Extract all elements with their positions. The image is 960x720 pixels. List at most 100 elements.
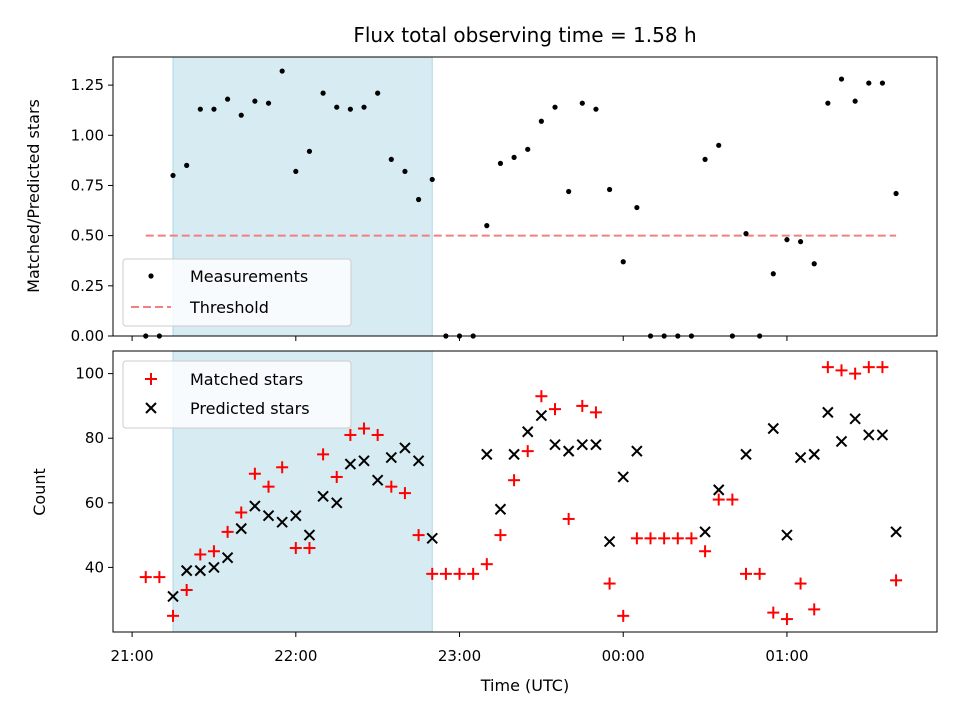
x-tick-label: 21:00 bbox=[110, 647, 153, 665]
matched-point bbox=[453, 567, 466, 580]
predicted-point bbox=[494, 503, 507, 515]
predicted-point bbox=[317, 490, 329, 503]
matched-point bbox=[849, 367, 862, 380]
top-legend-box bbox=[122, 258, 352, 327]
bottom-y-tick-label: 80 bbox=[85, 429, 104, 447]
bottom-marks bbox=[139, 361, 903, 626]
measurement-point bbox=[388, 156, 394, 162]
matched-point bbox=[780, 613, 793, 626]
measurement-point bbox=[170, 172, 176, 179]
measurement-point bbox=[293, 168, 299, 175]
predicted-point bbox=[508, 448, 520, 461]
predicted-point bbox=[208, 561, 220, 574]
bottom-axes: 21:00 22:00 23:00 00:00 01:00 40 60 80 100 bbox=[75, 365, 808, 665]
matched-point bbox=[153, 571, 166, 584]
predicted-point bbox=[167, 590, 179, 603]
top-y-tick-label: 1.25 bbox=[71, 76, 104, 94]
predicted-point bbox=[808, 448, 820, 461]
matched-point bbox=[562, 512, 575, 525]
matched-point bbox=[712, 493, 725, 506]
matched-point bbox=[699, 545, 712, 558]
measurement-point bbox=[811, 261, 817, 267]
matched-point bbox=[876, 361, 889, 374]
matched-point bbox=[658, 532, 671, 545]
predicted-point bbox=[344, 458, 357, 470]
predicted-point bbox=[426, 532, 438, 545]
matched-point bbox=[549, 403, 562, 416]
x-tick-label: 00:00 bbox=[602, 647, 645, 665]
predicted-point bbox=[849, 413, 861, 425]
matched-point bbox=[480, 558, 493, 571]
top-y-tick-label: 0.50 bbox=[71, 227, 104, 245]
matched-point bbox=[139, 571, 152, 584]
matched-point bbox=[576, 399, 589, 412]
x-tick-label: 23:00 bbox=[438, 647, 481, 665]
bottom-y-tick-label: 100 bbox=[75, 365, 104, 383]
matched-point bbox=[630, 532, 643, 545]
matched-point bbox=[235, 506, 248, 519]
legend-marker-matched bbox=[145, 373, 157, 385]
predicted-point bbox=[835, 435, 848, 448]
matched-point bbox=[167, 609, 180, 622]
matched-point bbox=[207, 545, 220, 558]
legend-label-threshold: Threshold bbox=[189, 298, 269, 317]
predicted-point bbox=[290, 510, 302, 522]
predicted-point bbox=[276, 516, 288, 528]
legend-label-predicted: Predicted stars bbox=[190, 399, 310, 418]
matched-point bbox=[535, 390, 548, 403]
top-y-tick-label: 0.25 bbox=[71, 277, 104, 295]
measurement-point bbox=[497, 160, 504, 166]
legend-marker-predicted bbox=[145, 402, 157, 414]
predicted-point bbox=[522, 426, 534, 438]
matched-point bbox=[330, 470, 343, 483]
matched-point bbox=[753, 567, 766, 580]
matched-point bbox=[385, 480, 398, 493]
predicted-point bbox=[221, 552, 234, 564]
predicted-point bbox=[194, 564, 207, 577]
predicted-point bbox=[549, 438, 561, 451]
measurement-point bbox=[375, 90, 381, 96]
matched-point bbox=[521, 445, 534, 458]
matched-point bbox=[617, 609, 630, 622]
matched-point bbox=[494, 529, 507, 542]
x-tick-label: 01:00 bbox=[765, 647, 808, 665]
measurement-point bbox=[566, 188, 572, 195]
top-axes-frame bbox=[112, 56, 938, 337]
measurement-point bbox=[852, 98, 858, 104]
matched-point bbox=[862, 361, 875, 374]
top-axes: 0.00 0.25 0.50 0.75 1.00 1.25 bbox=[71, 76, 788, 345]
measurement-point bbox=[579, 100, 585, 106]
predicted-point bbox=[399, 442, 411, 454]
matched-point bbox=[426, 567, 439, 580]
predicted-point bbox=[590, 438, 602, 451]
measurement-point bbox=[770, 271, 776, 277]
predicted-point bbox=[617, 471, 629, 483]
matched-point bbox=[726, 493, 739, 506]
measurement-point bbox=[743, 231, 749, 237]
measurement-point bbox=[825, 100, 831, 106]
matched-point bbox=[589, 406, 602, 419]
matched-point bbox=[412, 529, 425, 542]
measurement-point bbox=[279, 68, 285, 74]
predicted-point bbox=[180, 564, 193, 577]
measurement-point bbox=[415, 196, 422, 203]
matched-point bbox=[439, 567, 452, 580]
measurement-point bbox=[784, 237, 790, 243]
measurement-point bbox=[265, 100, 272, 106]
predicted-point bbox=[262, 510, 275, 522]
measurement-point bbox=[866, 80, 872, 86]
measurement-point bbox=[320, 90, 326, 96]
matched-point bbox=[344, 428, 357, 441]
measurement-point bbox=[306, 148, 313, 154]
chart-title: Flux total observing time = 1.58 h bbox=[353, 23, 696, 47]
measurement-point bbox=[361, 104, 367, 110]
predicted-point bbox=[740, 448, 752, 461]
matched-point bbox=[317, 448, 330, 461]
predicted-point bbox=[385, 451, 398, 464]
predicted-point bbox=[699, 526, 711, 538]
predicted-point bbox=[303, 529, 316, 541]
top-y-axis-label: Matched/Predicted stars bbox=[24, 99, 43, 293]
x-tick-label: 22:00 bbox=[274, 647, 317, 665]
predicted-point bbox=[371, 474, 384, 486]
